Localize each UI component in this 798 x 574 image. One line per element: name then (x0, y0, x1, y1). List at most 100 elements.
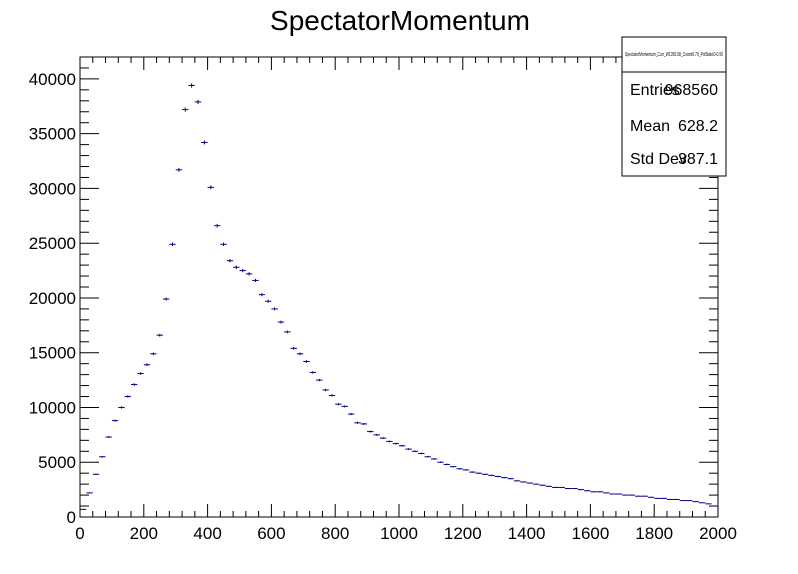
data-point (571, 487, 578, 490)
y-tick-label: 25000 (29, 234, 76, 253)
data-point (501, 476, 508, 479)
data-point (558, 486, 565, 488)
data-point (673, 498, 680, 500)
data-point (335, 403, 342, 406)
y-tick-label: 20000 (29, 289, 76, 308)
data-point (577, 489, 585, 491)
y-tick-label: 15000 (29, 344, 76, 363)
x-tick-label: 1600 (571, 524, 609, 543)
data-point (169, 242, 176, 247)
x-tick-label: 400 (193, 524, 221, 543)
data-point (303, 360, 310, 363)
data-point (111, 419, 119, 422)
data-point (590, 491, 597, 493)
x-tick-label: 1800 (635, 524, 673, 543)
data-point (475, 472, 482, 474)
data-point (507, 478, 514, 480)
data-point (156, 333, 163, 337)
stats-entries-value: 968560 (665, 82, 718, 99)
data-point (309, 371, 317, 374)
data-point (443, 463, 451, 466)
y-tick-label: 30000 (29, 179, 76, 198)
data-point (494, 475, 502, 478)
data-point (201, 140, 208, 145)
data-point (92, 473, 100, 475)
data-point (220, 242, 227, 247)
data-point (603, 492, 610, 494)
data-point (143, 363, 151, 367)
data-point (175, 167, 183, 172)
data-point (456, 468, 463, 470)
data-point (258, 293, 266, 297)
data-point (124, 395, 132, 398)
data-point (86, 492, 93, 494)
x-axis-tick-labels: 0 200 400 600 800 1000 1200 1400 1600 1800 2000 (75, 524, 737, 543)
x-tick-label: 0 (75, 524, 84, 543)
data-point (622, 494, 629, 496)
stats-stddev-value: 387.1 (678, 151, 718, 168)
data-point (686, 500, 693, 502)
y-tick-label: 40000 (29, 70, 76, 89)
data-point (284, 330, 291, 334)
data-point (99, 455, 106, 458)
data-point (360, 422, 368, 425)
data-point (271, 307, 278, 311)
data-point (552, 486, 559, 488)
stats-box: SpectatorMomentum_Curr_W1355.08_Cosmt0.7… (621, 36, 727, 177)
x-tick-label: 1000 (380, 524, 418, 543)
y-tick-label: 0 (67, 508, 76, 527)
data-point (641, 495, 648, 497)
data-point (347, 412, 355, 416)
data-point (162, 297, 170, 301)
data-point (341, 405, 348, 408)
data-point (290, 346, 297, 350)
data-point (609, 493, 616, 495)
data-point (698, 502, 706, 504)
data-point (150, 352, 157, 356)
data-point (564, 487, 572, 490)
x-tick-label: 200 (130, 524, 158, 543)
data-point (207, 185, 214, 190)
data-point (316, 378, 323, 382)
data-point (705, 503, 712, 505)
data-point (411, 450, 419, 453)
data-point (239, 268, 246, 273)
data-point (296, 352, 304, 356)
data-point (615, 493, 623, 495)
stats-histogram-name: SpectatorMomentum_Curr_W1355.08_Cosmt0.7… (625, 52, 723, 58)
data-point (265, 299, 272, 303)
data-point (596, 491, 604, 493)
y-tick-label: 35000 (29, 125, 76, 144)
data-point (469, 471, 476, 473)
data-point (105, 436, 112, 438)
data-point (526, 482, 533, 484)
data-point (131, 383, 138, 386)
data-point (666, 498, 674, 500)
x-tick-label: 1400 (508, 524, 546, 543)
data-point (405, 448, 412, 450)
data-point (584, 490, 591, 492)
data-point (277, 320, 285, 324)
data-point (513, 480, 521, 482)
x-tick-label: 2000 (699, 524, 737, 543)
data-point (118, 406, 125, 409)
data-point (654, 497, 661, 499)
chart-title: SpectatorMomentum (270, 5, 530, 36)
data-point (80, 508, 87, 510)
data-point (545, 485, 553, 487)
data-point (226, 259, 234, 263)
data-point (647, 496, 655, 498)
data-point (137, 372, 144, 375)
data-point (213, 223, 221, 228)
data-point (252, 278, 259, 283)
data-point (386, 440, 393, 443)
data-point (399, 444, 406, 447)
data-point (379, 437, 387, 440)
data-point (233, 265, 240, 269)
data-point (539, 484, 546, 486)
data-point (488, 474, 495, 477)
data-point (481, 473, 489, 475)
data-point (660, 497, 667, 499)
x-tick-label: 800 (321, 524, 349, 543)
